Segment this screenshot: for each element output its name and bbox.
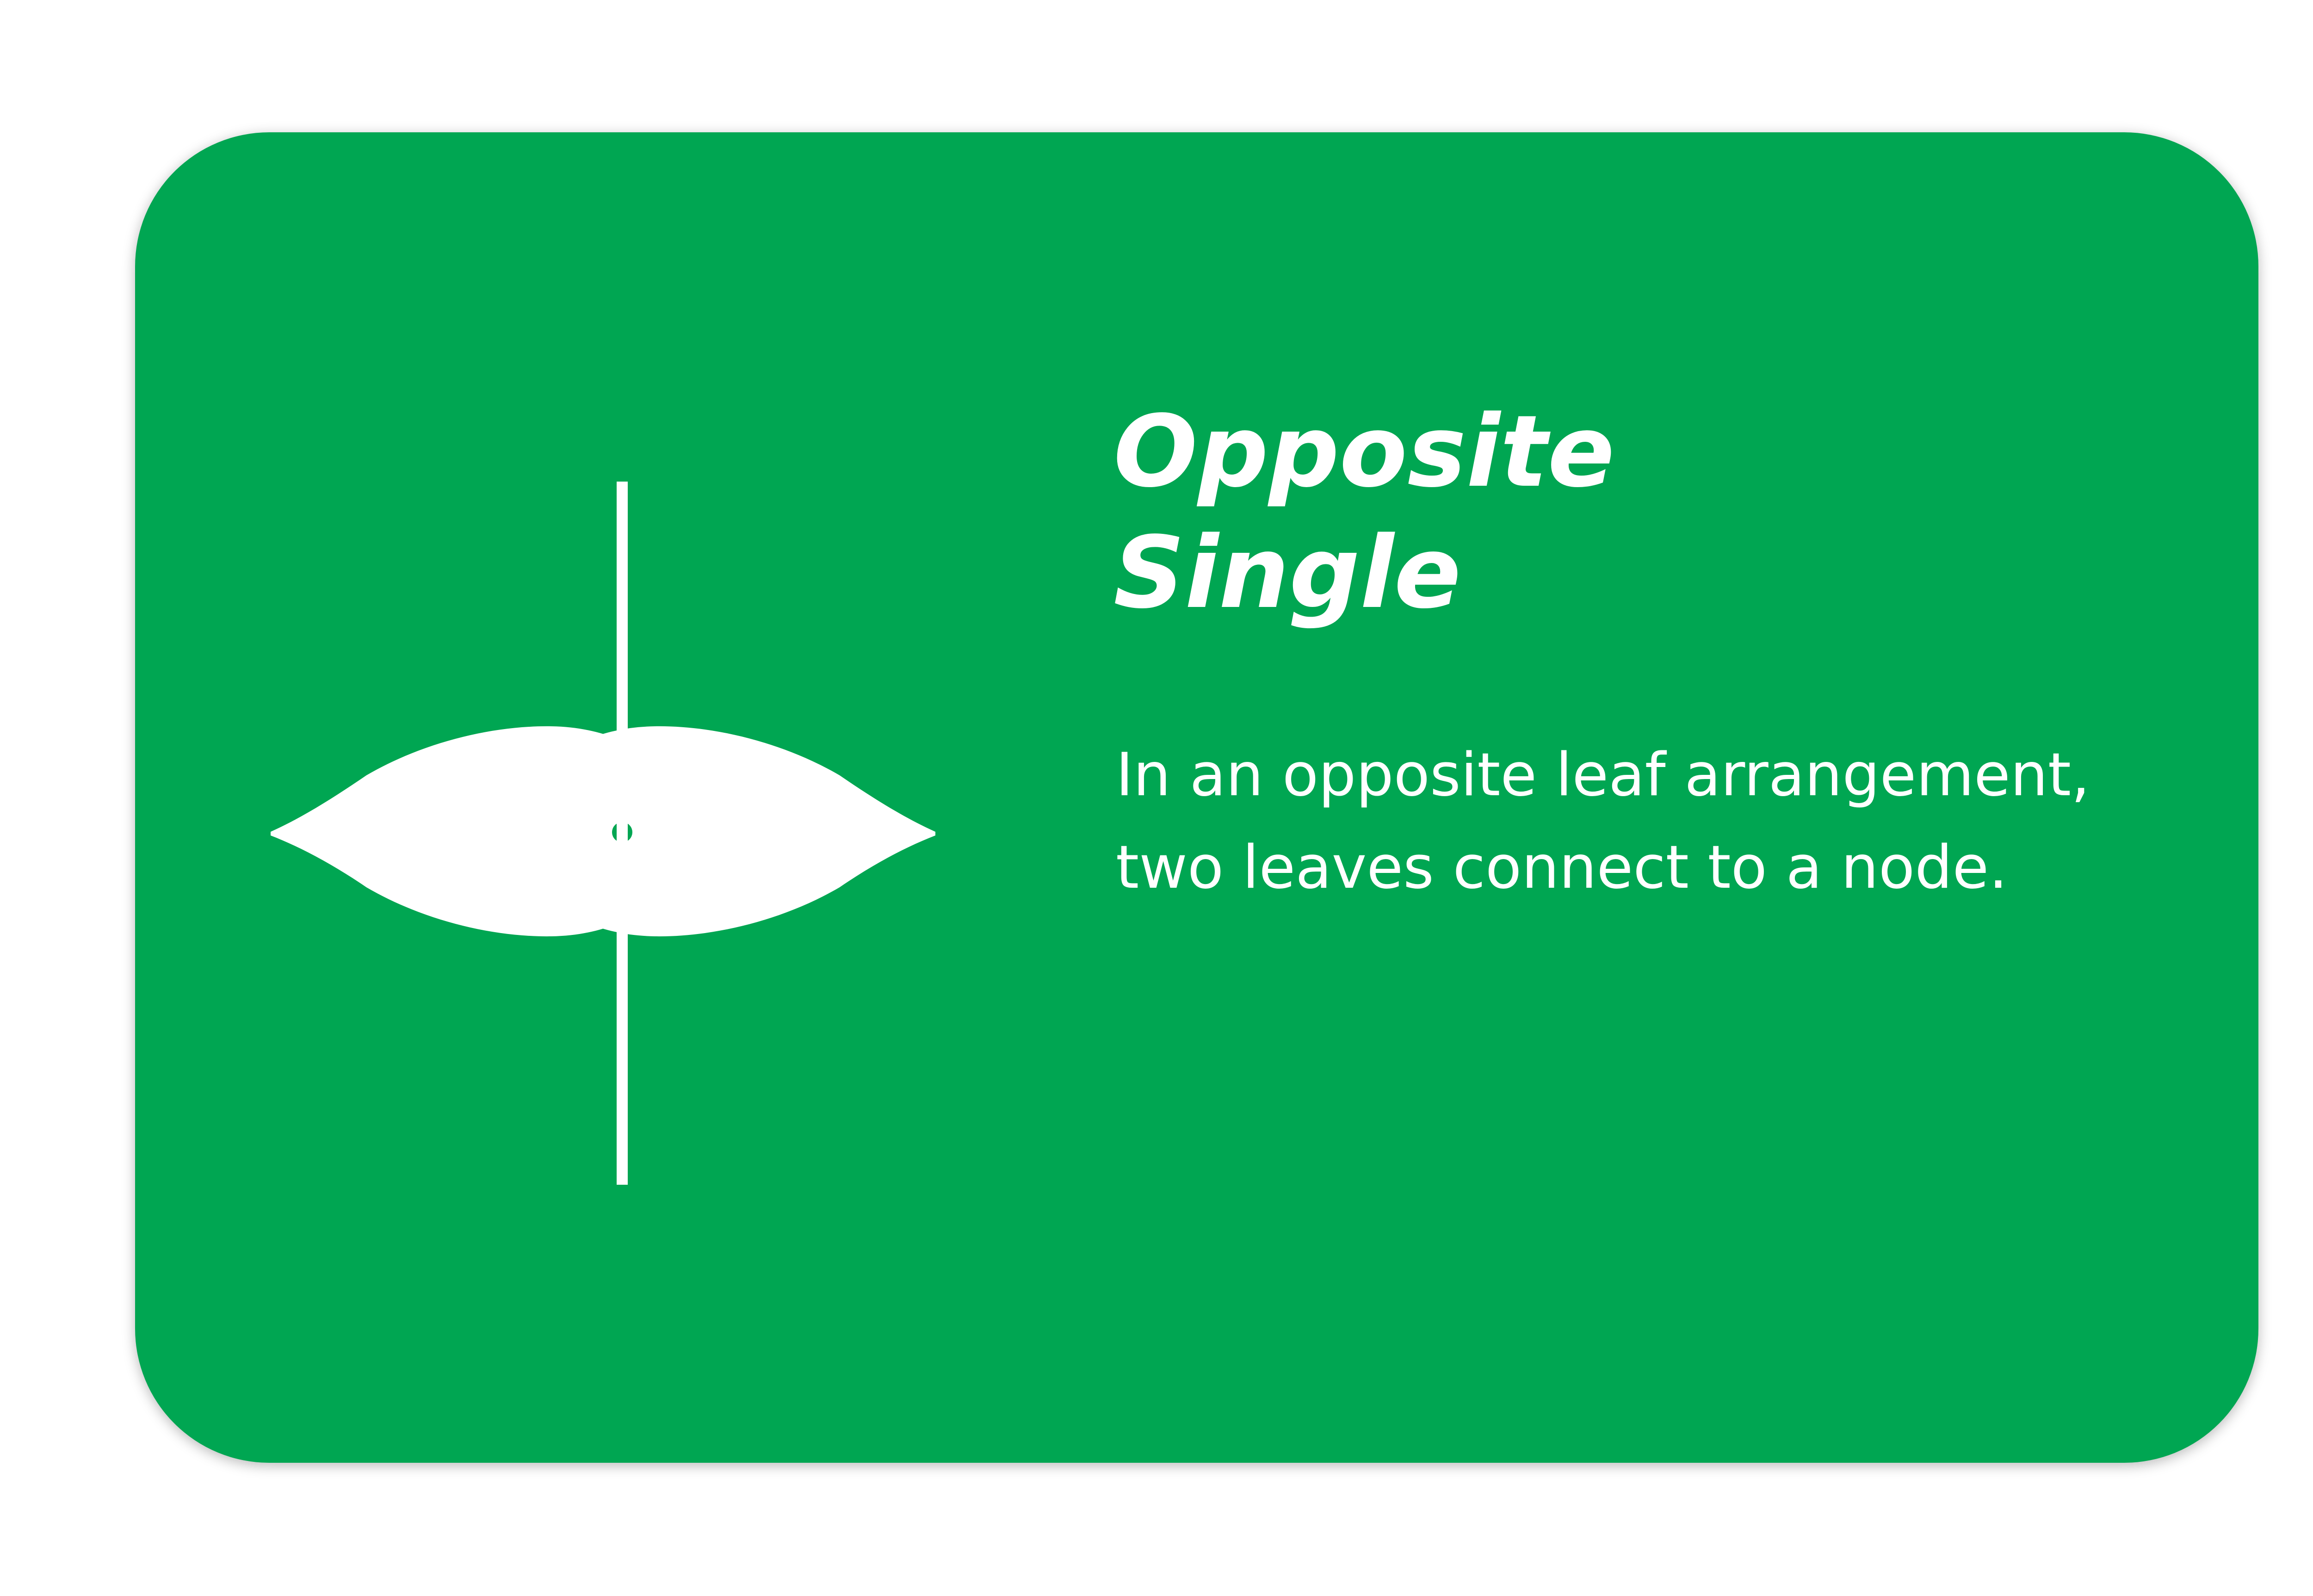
node-icon [612,822,632,842]
card-description-line-1: In an opposite leaf arrangement, [1116,741,2090,810]
stem-node-segment [617,812,628,854]
stem-icon [617,482,628,1185]
leaf-left-icon [271,726,750,937]
card-description: In an opposite leaf arrangement, two lea… [1116,729,2090,914]
leaf-right-icon [456,726,935,937]
card-title: Opposite Single [1113,391,1614,634]
card-description-line-2: two leaves connect to a node. [1116,833,2008,902]
card-title-line-2: Single [1113,515,1461,631]
card-title-line-1: Opposite [1113,394,1615,509]
info-card: Opposite Single In an opposite leaf arra… [135,132,2258,1463]
